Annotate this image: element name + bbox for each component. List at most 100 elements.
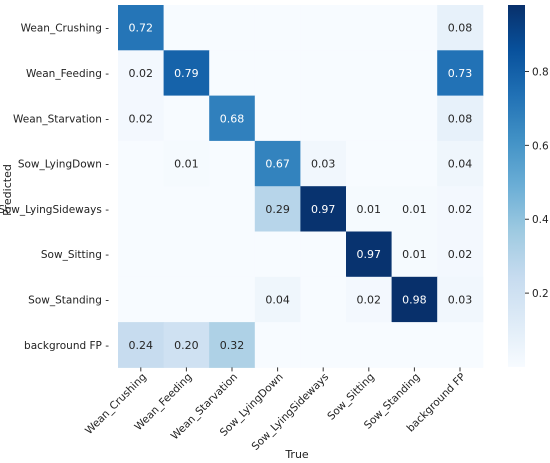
cell-value-label: 0.04 bbox=[448, 158, 473, 171]
cell-value-label: 0.01 bbox=[402, 248, 427, 261]
cell-value-label: 0.01 bbox=[174, 158, 199, 171]
heatmap-cell bbox=[118, 140, 165, 187]
heatmap-cell bbox=[209, 276, 256, 323]
cell-value-label: 0.72 bbox=[129, 22, 154, 35]
heatmap-cell bbox=[209, 186, 256, 232]
heatmap-cell bbox=[391, 95, 438, 142]
heatmap-cell bbox=[346, 322, 393, 368]
cell-value-label: 0.24 bbox=[129, 339, 154, 352]
heatmap-cell bbox=[437, 50, 484, 97]
heatmap-cell bbox=[346, 140, 393, 187]
heatmap-cell bbox=[118, 5, 165, 51]
heatmap-cell bbox=[300, 95, 347, 142]
colorbar-tick-label: 0.4 bbox=[532, 214, 549, 226]
heatmap-cell bbox=[254, 186, 301, 232]
heatmap-cell bbox=[391, 322, 438, 368]
heatmap-cell bbox=[254, 95, 301, 142]
cell-value-label: 0.02 bbox=[448, 203, 473, 216]
heatmap-cell bbox=[163, 95, 210, 142]
heatmap-cell bbox=[391, 140, 438, 187]
heatmap-cell bbox=[163, 186, 210, 232]
heatmap-cell bbox=[437, 95, 484, 142]
cell-value-label: 0.02 bbox=[129, 112, 154, 125]
heatmap-cell bbox=[391, 276, 438, 323]
heatmap-cell bbox=[391, 50, 438, 97]
heatmap-cell bbox=[254, 50, 301, 97]
heatmap-cell bbox=[346, 5, 393, 51]
y-tick-label: Wean_Starvation - bbox=[13, 113, 109, 125]
y-tick-label: Wean_Feeding - bbox=[26, 68, 109, 80]
heatmap-cell bbox=[209, 5, 256, 51]
cell-value-label: 0.02 bbox=[129, 67, 154, 80]
cell-value-label: 0.79 bbox=[174, 67, 199, 80]
cell-value-label: 0.32 bbox=[220, 339, 245, 352]
heatmap-cell bbox=[118, 186, 165, 232]
heatmap-cell bbox=[437, 140, 484, 187]
colorbar bbox=[508, 5, 525, 367]
heatmap-cell bbox=[163, 140, 210, 187]
heatmap-cell bbox=[118, 95, 165, 142]
heatmap-cell bbox=[391, 231, 438, 278]
heatmap-cell bbox=[118, 276, 165, 323]
cell-value-label: 0.02 bbox=[448, 248, 473, 261]
heatmap-cell bbox=[300, 140, 347, 187]
heatmap-cell bbox=[300, 186, 347, 232]
y-axis-label: Predicted bbox=[1, 164, 14, 216]
heatmap-cell bbox=[209, 95, 256, 142]
cell-value-label: 0.20 bbox=[174, 339, 199, 352]
x-axis-label: True bbox=[284, 448, 309, 461]
heatmap-cell bbox=[118, 231, 165, 278]
heatmap-cell bbox=[300, 231, 347, 278]
heatmap-cell bbox=[163, 5, 210, 51]
heatmap-cell bbox=[437, 322, 484, 368]
cell-value-label: 0.03 bbox=[448, 293, 473, 306]
heatmap-cell bbox=[391, 5, 438, 51]
heatmap-cell bbox=[163, 50, 210, 97]
cell-value-label: 0.73 bbox=[448, 67, 473, 80]
heatmap-cell bbox=[254, 322, 301, 368]
heatmap-cell bbox=[118, 322, 165, 368]
colorbar-tick-label: 0.2 bbox=[532, 288, 549, 300]
heatmap-cell bbox=[437, 186, 484, 232]
heatmap-cell bbox=[346, 276, 393, 323]
cell-value-label: 0.29 bbox=[265, 203, 290, 216]
heatmap-cell bbox=[209, 140, 256, 187]
heatmap-cell bbox=[346, 186, 393, 232]
heatmap-cell bbox=[118, 50, 165, 97]
cell-value-label: 0.98 bbox=[402, 293, 427, 306]
heatmap-cell bbox=[300, 276, 347, 323]
y-tick-label: background FP - bbox=[24, 340, 109, 352]
heatmap-cell bbox=[209, 231, 256, 278]
cell-value-label: 0.97 bbox=[357, 248, 382, 261]
heatmap-cell bbox=[391, 186, 438, 232]
heatmap-cell bbox=[437, 276, 484, 323]
heatmap-cell bbox=[254, 140, 301, 187]
heatmap-cell bbox=[163, 322, 210, 368]
cell-value-label: 0.04 bbox=[265, 293, 290, 306]
heatmap-cell bbox=[209, 50, 256, 97]
y-tick-label: Sow_Standing - bbox=[28, 294, 109, 306]
cell-value-label: 0.01 bbox=[402, 203, 427, 216]
y-tick-label: Sow_LyingSideways - bbox=[0, 204, 109, 216]
y-tick-label: Wean_Crushing - bbox=[21, 23, 110, 35]
cell-value-label: 0.08 bbox=[448, 112, 473, 125]
cell-value-label: 0.68 bbox=[220, 112, 245, 125]
colorbar-tick-label: 0.8 bbox=[532, 66, 549, 78]
heatmap-cell bbox=[254, 5, 301, 51]
heatmap-cell bbox=[437, 231, 484, 278]
y-tick-label: Sow_Sitting - bbox=[41, 249, 109, 261]
heatmap-cell bbox=[346, 95, 393, 142]
heatmap-cell bbox=[300, 50, 347, 97]
cell-value-label: 0.02 bbox=[357, 293, 382, 306]
heatmap-cell bbox=[346, 50, 393, 97]
heatmap-cell bbox=[209, 322, 256, 368]
cell-value-label: 0.67 bbox=[265, 158, 290, 171]
heatmap-cell bbox=[254, 231, 301, 278]
heatmap-cell bbox=[163, 231, 210, 278]
heatmap-cell bbox=[300, 5, 347, 51]
heatmap-cell bbox=[437, 5, 484, 51]
y-tick-label: Sow_LyingDown - bbox=[18, 159, 109, 171]
x-tick-label: Sow_LyingSideways bbox=[250, 371, 332, 453]
heatmap-cell bbox=[254, 276, 301, 323]
